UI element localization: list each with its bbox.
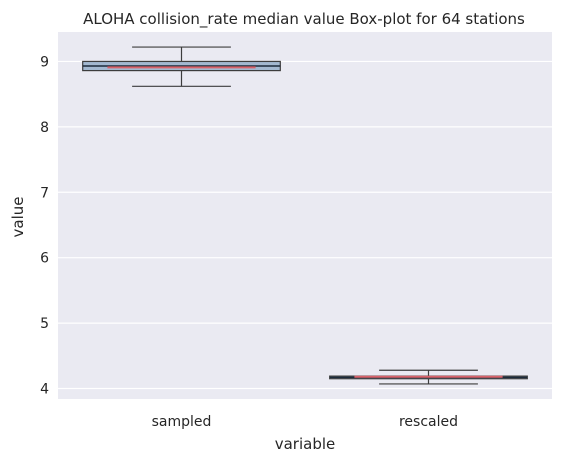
y-tick-label: 8	[40, 120, 49, 136]
y-tick-label: 4	[40, 382, 49, 398]
x-axis-label: variable	[275, 435, 336, 453]
x-axis-ticks: sampled rescaled	[152, 414, 458, 430]
y-axis-label: value	[9, 197, 27, 238]
y-axis-ticks: 4 5 6 7 8 9	[40, 54, 49, 397]
x-tick-label: rescaled	[399, 414, 458, 430]
y-tick-label: 9	[40, 54, 49, 70]
y-tick-label: 5	[40, 316, 49, 332]
y-tick-label: 7	[40, 185, 49, 201]
box-rescaled	[329, 369, 528, 385]
plot-area	[58, 32, 552, 399]
y-tick-label: 6	[40, 251, 49, 267]
box-sampled	[82, 46, 281, 87]
boxes	[82, 46, 528, 385]
x-tick-label: sampled	[152, 414, 212, 430]
chart-title: ALOHA collision_rate median value Box-pl…	[83, 10, 525, 29]
